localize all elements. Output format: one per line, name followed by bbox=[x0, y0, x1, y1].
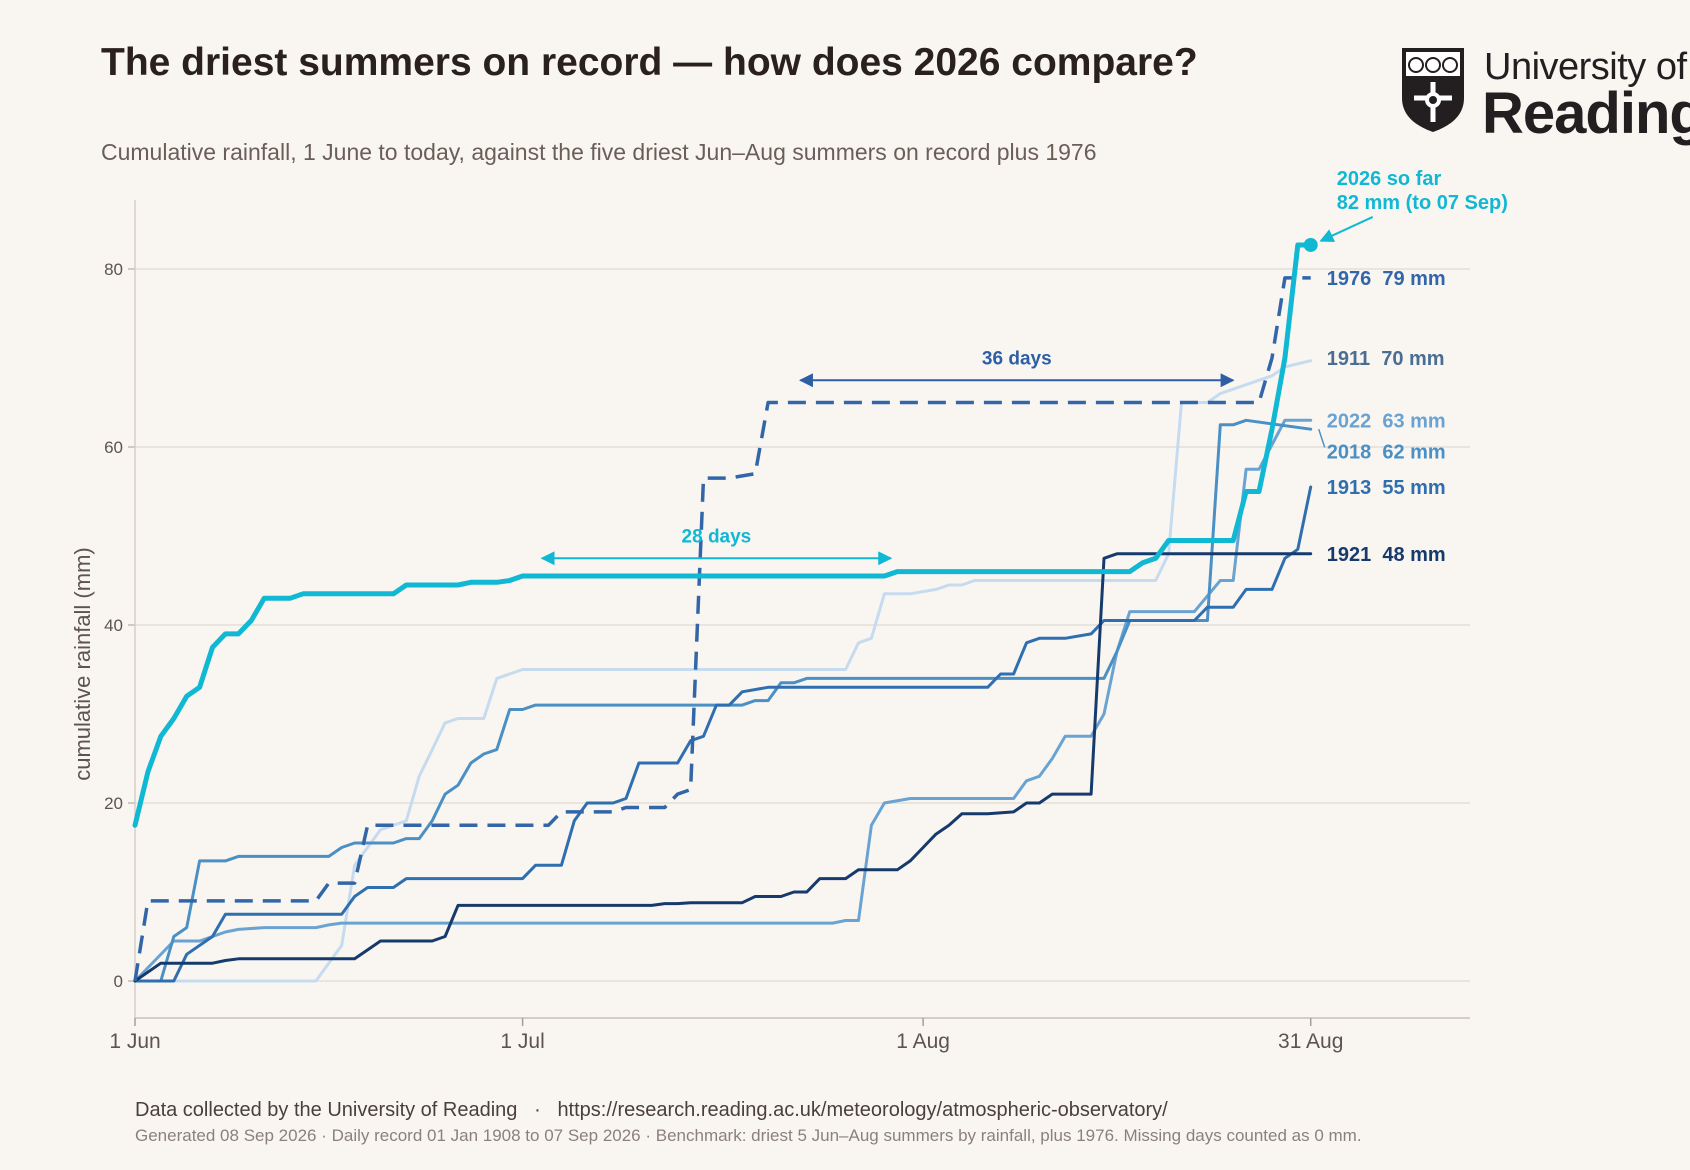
axes: 0 20 40 60 80 1 Jun 1 Jul 1 Aug 31 Aug cumulative… bbox=[70, 200, 1470, 1053]
callout-label: 36 days bbox=[982, 348, 1052, 369]
gridlines bbox=[135, 268, 1470, 982]
y-tick-label: 80 bbox=[104, 260, 123, 279]
current-callout-line1: 2026 so far bbox=[1337, 168, 1442, 190]
series-line-1921 bbox=[133, 552, 1313, 983]
x-tick-label: 31 Aug bbox=[1278, 1030, 1343, 1053]
footer-source: Data collected by the University of Read… bbox=[135, 1099, 1168, 1122]
x-tick-label: 1 Jun bbox=[109, 1030, 160, 1053]
chart-title: The driest summers on record — how does … bbox=[101, 41, 1198, 84]
cumulative-rainfall-chart: 0 20 40 60 80 1 Jun 1 Jul 1 Aug 31 Aug cumulative… bbox=[70, 168, 1508, 1053]
series-lines bbox=[132, 242, 1314, 983]
y-tick-label: 20 bbox=[104, 794, 123, 813]
series-line-2026-so-far bbox=[132, 242, 1314, 828]
y-tick-label: 40 bbox=[104, 616, 123, 635]
current-callout-arrow bbox=[1319, 216, 1374, 243]
label-leader bbox=[1318, 428, 1326, 448]
series-label-1921: 1921 48 mm bbox=[1327, 544, 1446, 566]
y-tick-label: 0 bbox=[114, 972, 123, 991]
footer-source-label: Data collected by the University of Read… bbox=[135, 1099, 518, 1121]
series-line-2022 bbox=[133, 418, 1313, 983]
chart-subtitle: Cumulative rainfall, 1 June to today, ag… bbox=[101, 139, 1097, 165]
series-line-2018 bbox=[133, 418, 1313, 983]
series-line-1911 bbox=[133, 359, 1313, 983]
x-tick-label: 1 Jul bbox=[500, 1030, 544, 1053]
crest-icon bbox=[1402, 48, 1464, 132]
university-logo: University of Reading bbox=[1400, 46, 1690, 146]
logo-line2: Reading bbox=[1482, 81, 1690, 146]
series-label-1913: 1913 55 mm bbox=[1327, 477, 1446, 499]
series-label-1911: 1911 70 mm bbox=[1327, 348, 1445, 370]
callouts: 36 days 28 days bbox=[540, 348, 1235, 566]
x-tick-label: 1 Aug bbox=[896, 1030, 950, 1053]
footer-note: Generated 08 Sep 2026 · Daily record 01 … bbox=[135, 1126, 1362, 1145]
current-callout-line2: 82 mm (to 07 Sep) bbox=[1337, 192, 1508, 214]
logo-line1: University of bbox=[1484, 46, 1687, 88]
series-label-1976: 1976 79 mm bbox=[1327, 268, 1446, 290]
footer-url-link[interactable]: https://research.reading.ac.uk/meteorolo… bbox=[557, 1099, 1168, 1121]
series-labels: 1911 70 mm 2022 63 mm 2018 62 mm 1913 55 mm… bbox=[1303, 168, 1508, 566]
y-tick-label: 60 bbox=[104, 438, 123, 457]
series-label-2022: 2022 63 mm bbox=[1327, 410, 1446, 432]
callout-label: 28 days bbox=[682, 526, 752, 547]
series-line-1913 bbox=[133, 485, 1313, 983]
footer-separator: · bbox=[534, 1099, 541, 1121]
series-label-2018: 2018 62 mm bbox=[1327, 441, 1446, 463]
current-point-marker bbox=[1303, 237, 1318, 252]
series-line-1976 bbox=[133, 276, 1311, 982]
y-axis-label: cumulative rainfall (mm) bbox=[70, 547, 95, 781]
